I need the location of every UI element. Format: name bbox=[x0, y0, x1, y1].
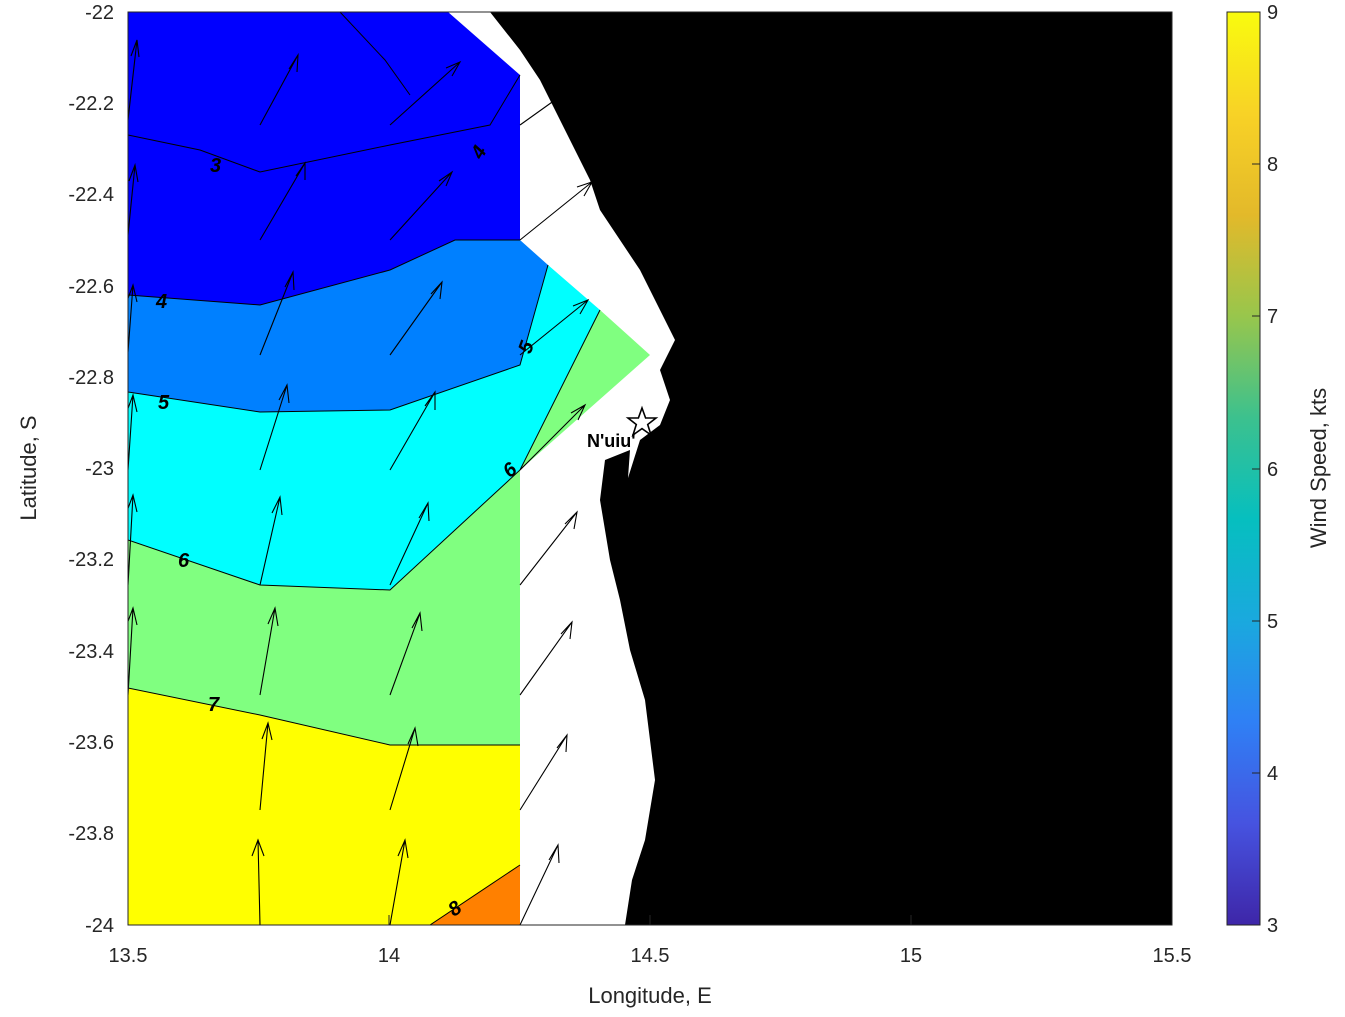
wind-arrow bbox=[389, 280, 443, 356]
x-tick-label: 14.5 bbox=[631, 945, 670, 967]
wind-arrow bbox=[389, 60, 462, 126]
y-tick-label: -22.2 bbox=[68, 93, 114, 115]
wind-arrow bbox=[519, 181, 594, 241]
wind-arrow bbox=[259, 606, 279, 696]
wind-arrow bbox=[128, 393, 138, 471]
wind-arrow bbox=[389, 170, 454, 241]
wind-arrow bbox=[128, 606, 138, 696]
land-mass bbox=[490, 12, 1172, 925]
x-axis-label: Longitude, E bbox=[588, 983, 712, 1008]
wind-arrow bbox=[519, 843, 560, 925]
wind-arrow bbox=[259, 721, 273, 811]
colorbar-tick-label: 4 bbox=[1267, 763, 1278, 785]
colorbar-tick-label: 3 bbox=[1267, 915, 1278, 937]
colorbar-label: Wind Speed, kts bbox=[1306, 388, 1331, 548]
colorbar-tick-label: 9 bbox=[1267, 2, 1278, 24]
contour-label-4: 4 bbox=[155, 291, 167, 313]
contour-line-6 bbox=[128, 309, 601, 591]
wind-arrow bbox=[519, 510, 578, 586]
place-label: N'uiu' bbox=[587, 431, 636, 451]
wind-arrow bbox=[519, 733, 568, 811]
y-tick-label: -23.6 bbox=[68, 732, 114, 754]
wind-arrow bbox=[259, 383, 290, 471]
y-tick-label: -23.2 bbox=[68, 549, 114, 571]
wind-arrow bbox=[389, 838, 409, 925]
contour-line-8 bbox=[429, 864, 521, 925]
contour-line-3b bbox=[339, 12, 411, 96]
star-icon bbox=[625, 405, 659, 438]
contour-lines bbox=[128, 12, 601, 925]
contour-line-3 bbox=[128, 74, 521, 173]
contour-label-3: 3 bbox=[210, 155, 221, 177]
y-axis-label: Latitude, S bbox=[16, 415, 41, 520]
colorbar-tick-label: 5 bbox=[1267, 611, 1278, 633]
y-tick-label: -22.6 bbox=[68, 276, 114, 298]
wind-arrow bbox=[128, 493, 138, 586]
y-tick-label: -22 bbox=[85, 2, 114, 24]
wind-arrow bbox=[128, 283, 138, 353]
wind-arrow bbox=[519, 403, 587, 471]
wind-arrow bbox=[519, 298, 590, 356]
wind-arrow bbox=[389, 501, 430, 586]
wind-arrow bbox=[128, 39, 140, 121]
colorbar-tick-label: 7 bbox=[1267, 306, 1278, 328]
y-tick-label: -24 bbox=[85, 915, 114, 937]
y-tick-label: -23.4 bbox=[68, 641, 114, 663]
wind-arrow bbox=[251, 838, 265, 925]
x-tick-label: 15.5 bbox=[1153, 945, 1192, 967]
contour-label-5: 5 bbox=[158, 392, 170, 414]
wind-arrow bbox=[128, 162, 139, 236]
wind-arrow bbox=[389, 390, 436, 471]
wind-arrow bbox=[389, 611, 423, 696]
x-tick-label: 13.5 bbox=[109, 945, 148, 967]
contour-band-6 bbox=[128, 310, 650, 745]
y-tick-label: -22.8 bbox=[68, 367, 114, 389]
map-panel: 3 4 4 5 5 6 6 7 8 N'uiu' bbox=[128, 12, 1172, 925]
contour-label-7: 7 bbox=[208, 694, 220, 716]
x-tick-labels: 13.5 14 14.5 15 15.5 bbox=[109, 945, 1192, 967]
contour-label-6: 6 bbox=[178, 550, 190, 572]
contour-band-7 bbox=[128, 688, 520, 925]
wind-arrow bbox=[389, 726, 419, 811]
wind-arrow bbox=[519, 620, 573, 696]
wind-arrows bbox=[128, 39, 594, 925]
place-marker: N'uiu' bbox=[587, 405, 659, 451]
contour-line-7 bbox=[128, 687, 520, 746]
y-tick-label: -23 bbox=[85, 458, 114, 480]
wind-arrow bbox=[259, 52, 299, 126]
contour-line-5 bbox=[128, 264, 549, 413]
x-tick-label: 14 bbox=[378, 945, 400, 967]
colorbar-ticks bbox=[1252, 11, 1260, 926]
wind-arrow bbox=[259, 495, 283, 586]
colorbar-tick-label: 6 bbox=[1267, 459, 1278, 481]
x-tick-label: 15 bbox=[900, 945, 922, 967]
colorbar-tick-label: 8 bbox=[1267, 154, 1278, 176]
colorbar: 3 4 5 6 7 8 9 Wind Speed, kts bbox=[1226, 2, 1331, 937]
wind-arrow bbox=[259, 270, 295, 356]
contour-band-4 bbox=[128, 240, 548, 412]
wind-arrow bbox=[519, 99, 556, 126]
contour-line-4 bbox=[128, 239, 520, 306]
y-tick-label: -22.4 bbox=[68, 184, 114, 206]
wind-arrow bbox=[259, 161, 306, 241]
x-ticks bbox=[127, 915, 1173, 925]
y-tick-label: -23.8 bbox=[68, 823, 114, 845]
contour-band-5 bbox=[128, 265, 600, 590]
y-tick-labels: -22 -22.2 -22.4 -22.6 -22.8 -23 -23.2 -2… bbox=[68, 2, 114, 937]
